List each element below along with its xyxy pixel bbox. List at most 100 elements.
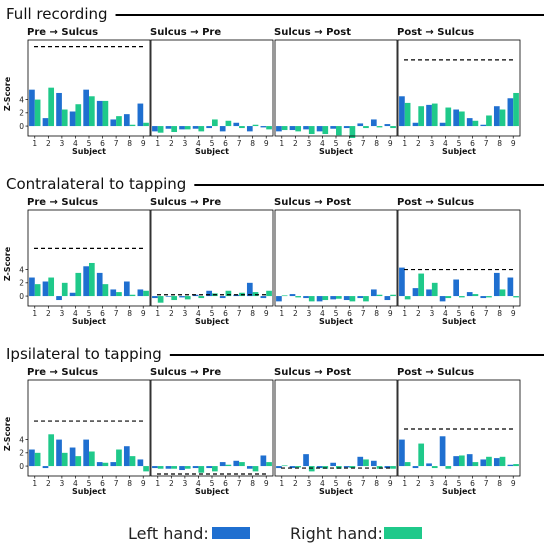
x-axis-label: Subject bbox=[319, 317, 353, 326]
bar-left-subject-6 bbox=[343, 296, 350, 301]
x-tick-label: 4 bbox=[196, 139, 201, 148]
bar-left-subject-9 bbox=[507, 464, 514, 467]
bar-right-subject-2 bbox=[418, 443, 425, 467]
bar-left-subject-3 bbox=[426, 104, 432, 127]
bar-left-subject-2 bbox=[42, 118, 49, 127]
x-tick-label: 2 bbox=[46, 479, 51, 488]
bar-left-subject-3 bbox=[303, 126, 309, 130]
bar-left-subject-7 bbox=[357, 123, 364, 127]
bar-right-subject-1 bbox=[157, 296, 164, 303]
panel-title: Post → Sulcus bbox=[397, 197, 474, 208]
x-tick-label: 6 bbox=[223, 139, 228, 148]
bar-left-subject-8 bbox=[123, 114, 130, 127]
bar-right-subject-3 bbox=[61, 452, 68, 467]
bar-right-subject-6 bbox=[102, 462, 109, 467]
bar-right-subject-7 bbox=[116, 292, 122, 297]
x-tick-label: 3 bbox=[182, 479, 187, 488]
bar-right-subject-9 bbox=[143, 122, 149, 127]
bar-left-subject-4 bbox=[439, 296, 446, 302]
panel-frame bbox=[274, 209, 398, 307]
x-tick-label: 4 bbox=[320, 479, 325, 488]
panel-frame bbox=[274, 39, 398, 137]
bar-right-subject-5 bbox=[336, 296, 342, 299]
y-tick-label: 0 bbox=[19, 292, 24, 301]
panel-3-4: Post → Sulcus 1 2 3 4 5 6 7 8 9 Subject bbox=[397, 367, 521, 496]
bar-right-subject-1 bbox=[404, 296, 411, 300]
x-axis-label: Subject bbox=[72, 147, 106, 156]
bar-right-subject-4 bbox=[198, 466, 205, 473]
bar-left-subject-3 bbox=[426, 463, 432, 467]
bar-right-subject-7 bbox=[486, 296, 492, 298]
legend: Left hand: Right hand: bbox=[128, 524, 422, 543]
bar-left-subject-9 bbox=[384, 466, 391, 469]
bar-left-subject-3 bbox=[179, 126, 185, 130]
y-tick-label: 2 bbox=[19, 279, 24, 288]
bar-left-subject-4 bbox=[316, 466, 323, 469]
x-tick-label: 6 bbox=[470, 309, 475, 318]
bar-right-subject-5 bbox=[89, 451, 95, 467]
x-axis-label: Subject bbox=[72, 317, 106, 326]
bar-right-subject-5 bbox=[459, 455, 465, 467]
panel-1-2: Sulcus → Pre 1 2 3 4 5 6 7 8 9 Subject bbox=[150, 27, 274, 156]
bar-right-subject-3 bbox=[308, 126, 315, 135]
bar-left-subject-5 bbox=[453, 279, 459, 297]
bar-right-subject-4 bbox=[198, 126, 205, 132]
bar-left-subject-1 bbox=[29, 449, 35, 467]
bar-left-subject-6 bbox=[343, 466, 350, 468]
panel-title: Pre → Sulcus bbox=[27, 197, 98, 208]
x-tick-label: 6 bbox=[347, 479, 352, 488]
x-tick-label: 7 bbox=[237, 479, 242, 488]
bar-right-subject-3 bbox=[431, 466, 438, 469]
bar-right-subject-6 bbox=[472, 294, 479, 297]
bar-left-subject-5 bbox=[83, 266, 89, 297]
x-tick-label: 6 bbox=[470, 479, 475, 488]
x-tick-label: 7 bbox=[484, 139, 489, 148]
bar-left-subject-1 bbox=[399, 267, 405, 297]
bar-left-subject-4 bbox=[69, 111, 76, 127]
y-axis-label: Z-Score bbox=[3, 246, 12, 281]
bar-left-subject-2 bbox=[412, 122, 419, 127]
x-tick-label: 9 bbox=[511, 309, 516, 318]
bar-right-subject-4 bbox=[445, 296, 452, 299]
x-tick-label: 8 bbox=[127, 139, 132, 148]
bar-right-subject-5 bbox=[336, 126, 342, 136]
x-tick-label: 6 bbox=[100, 309, 105, 318]
section-3: Ipsilateral to tapping Pre → Sulcus 0 2 4 Z-S… bbox=[3, 345, 544, 496]
x-tick-label: 3 bbox=[59, 479, 64, 488]
bar-right-subject-8 bbox=[499, 289, 506, 297]
bar-left-subject-1 bbox=[29, 89, 35, 127]
bar-left-subject-4 bbox=[69, 292, 76, 297]
bar-right-subject-8 bbox=[376, 126, 383, 128]
bar-left-subject-2 bbox=[289, 466, 296, 469]
x-tick-label: 1 bbox=[279, 479, 284, 488]
panel-2-4: Post → Sulcus 1 2 3 4 5 6 7 8 9 Subject bbox=[397, 197, 521, 326]
x-tick-label: 4 bbox=[73, 479, 78, 488]
bar-right-subject-6 bbox=[225, 120, 232, 127]
bar-left-subject-1 bbox=[29, 277, 35, 297]
x-tick-label: 2 bbox=[416, 479, 421, 488]
bar-right-subject-4 bbox=[322, 126, 329, 135]
bar-right-subject-4 bbox=[75, 104, 82, 127]
legend-right-label: Right hand: bbox=[290, 524, 383, 543]
panel-title: Sulcus → Post bbox=[274, 367, 351, 378]
bar-left-subject-5 bbox=[83, 89, 89, 127]
bar-right-subject-3 bbox=[308, 466, 315, 472]
bar-left-subject-5 bbox=[330, 462, 336, 467]
bar-left-subject-9 bbox=[260, 296, 267, 299]
x-tick-label: 6 bbox=[100, 139, 105, 148]
x-tick-label: 7 bbox=[114, 139, 119, 148]
bar-right-subject-9 bbox=[390, 126, 396, 129]
x-axis-label: Subject bbox=[195, 487, 229, 496]
bar-left-subject-6 bbox=[96, 100, 103, 127]
bar-right-subject-6 bbox=[349, 296, 356, 302]
x-tick-label: 7 bbox=[361, 139, 366, 148]
bar-left-subject-4 bbox=[439, 122, 446, 127]
x-tick-label: 3 bbox=[429, 139, 434, 148]
bar-left-subject-1 bbox=[276, 126, 282, 132]
bar-right-subject-1 bbox=[281, 126, 288, 131]
x-tick-label: 5 bbox=[457, 479, 462, 488]
x-tick-label: 7 bbox=[114, 309, 119, 318]
